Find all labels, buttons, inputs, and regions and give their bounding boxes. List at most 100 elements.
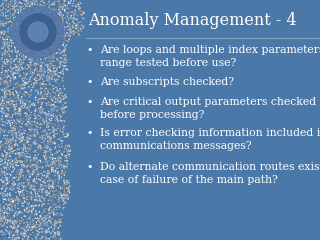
Point xyxy=(14,65,19,69)
Point xyxy=(26,33,31,37)
Point xyxy=(43,207,48,210)
Point xyxy=(47,216,52,220)
Point xyxy=(3,43,8,47)
Point xyxy=(40,101,45,105)
Point xyxy=(10,198,15,202)
Point xyxy=(22,83,28,86)
Point xyxy=(52,160,57,163)
Point xyxy=(10,163,15,167)
Point xyxy=(12,139,17,143)
Point xyxy=(43,191,48,195)
Point xyxy=(12,58,17,62)
Point xyxy=(9,197,14,201)
Point xyxy=(44,41,49,44)
Point xyxy=(69,16,74,20)
Point xyxy=(16,39,21,43)
Point xyxy=(57,20,62,24)
Point xyxy=(23,0,28,3)
Point xyxy=(3,50,8,54)
Point xyxy=(8,7,13,11)
Point xyxy=(34,77,39,81)
Point xyxy=(42,94,47,98)
Point xyxy=(2,103,7,107)
Point xyxy=(8,16,13,20)
Point xyxy=(62,166,67,170)
Point xyxy=(60,197,65,201)
Point xyxy=(48,232,53,236)
Point xyxy=(58,71,63,75)
Point xyxy=(66,197,71,201)
Point xyxy=(46,6,51,9)
Point xyxy=(18,191,23,194)
Point xyxy=(21,148,26,151)
Point xyxy=(62,57,67,61)
Point xyxy=(23,18,28,22)
Point xyxy=(16,45,21,48)
Point xyxy=(63,109,68,113)
Point xyxy=(24,126,29,130)
Point xyxy=(43,181,48,185)
Point xyxy=(4,118,10,122)
Point xyxy=(23,200,28,204)
Point xyxy=(21,175,26,179)
Point xyxy=(2,102,7,105)
Point xyxy=(0,212,3,216)
Point xyxy=(49,186,54,189)
Point xyxy=(30,231,36,234)
Point xyxy=(44,56,49,60)
Point xyxy=(11,149,16,153)
Point xyxy=(41,27,46,30)
Point xyxy=(13,220,18,223)
Point xyxy=(48,68,53,72)
Point xyxy=(1,192,6,195)
Point xyxy=(4,102,9,106)
Point xyxy=(44,118,49,122)
Point xyxy=(37,64,42,68)
Point xyxy=(6,203,11,207)
Point xyxy=(0,159,4,163)
Point xyxy=(20,83,25,86)
Point xyxy=(24,2,29,6)
Point xyxy=(42,120,47,123)
Point xyxy=(10,90,15,94)
Point xyxy=(32,55,37,59)
Point xyxy=(13,90,18,94)
Point xyxy=(7,192,12,196)
Point xyxy=(10,166,15,169)
Point xyxy=(48,113,53,117)
Point xyxy=(24,71,29,75)
Point xyxy=(35,161,40,165)
Point xyxy=(24,170,29,174)
Point xyxy=(57,0,62,4)
Point xyxy=(48,79,53,83)
Point xyxy=(25,139,30,143)
Point xyxy=(42,154,47,158)
Point xyxy=(13,19,18,23)
Point xyxy=(8,103,13,107)
Point xyxy=(0,137,5,141)
Point xyxy=(5,176,10,180)
Point xyxy=(47,170,52,174)
Point xyxy=(0,222,3,226)
Point xyxy=(29,1,35,5)
Point xyxy=(20,12,25,16)
Point xyxy=(76,3,81,6)
Point xyxy=(22,39,28,43)
Point xyxy=(45,144,50,148)
Point xyxy=(20,190,25,194)
Point xyxy=(6,181,11,185)
Point xyxy=(13,142,19,146)
Point xyxy=(31,171,36,175)
Point xyxy=(57,175,62,179)
Point xyxy=(33,116,38,120)
Point xyxy=(50,121,55,125)
Point xyxy=(0,46,5,50)
Point xyxy=(1,134,6,138)
Point xyxy=(1,223,6,227)
Point xyxy=(53,170,58,174)
Point xyxy=(20,21,25,25)
Point xyxy=(31,22,36,25)
Point xyxy=(58,224,63,228)
Point xyxy=(13,19,18,23)
Point xyxy=(46,207,51,211)
